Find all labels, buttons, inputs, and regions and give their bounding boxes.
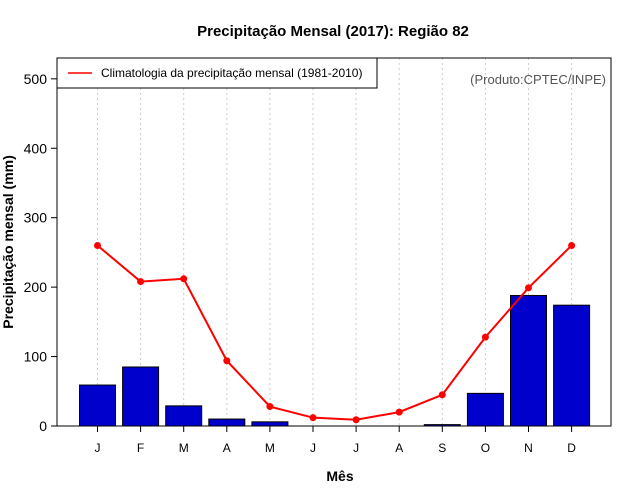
x-tick-label: A — [223, 441, 231, 455]
source-credit: (Produto:CPTEC/INPE) — [470, 72, 606, 87]
x-tick-label: J — [353, 441, 359, 455]
climatology-series — [94, 241, 576, 424]
climatology-point-5 — [266, 403, 274, 411]
climatology-point-6 — [309, 414, 317, 422]
bar-f-2 — [122, 366, 160, 427]
y-tick-label: 300 — [24, 210, 48, 226]
x-tick-label: N — [524, 441, 533, 455]
bar-n-11 — [510, 294, 547, 427]
climatology-point-12 — [568, 241, 576, 249]
legend-label-climatology: Climatologia da precipitação mensal (198… — [101, 66, 362, 80]
chart-title: Precipitação Mensal (2017): Região 82 — [197, 23, 469, 40]
y-tick-label: 100 — [24, 349, 48, 365]
climatology-line — [96, 244, 573, 421]
bar-j-1 — [79, 384, 116, 427]
y-axis-label: Precipitação mensal (mm) — [0, 155, 16, 329]
legend: Climatologia da precipitação mensal (198… — [56, 57, 378, 89]
y-axis: 0 100 200 300 400 500 — [24, 71, 57, 434]
x-axis-label: Mês — [326, 468, 353, 484]
bar-a-4 — [208, 418, 246, 427]
x-tick-label: F — [137, 441, 144, 455]
climatology-point-10 — [481, 333, 489, 341]
climatology-point-1 — [94, 241, 101, 249]
climatology-point-8 — [395, 408, 403, 416]
x-tick-label: S — [438, 441, 446, 455]
climatology-point-2 — [137, 278, 145, 286]
y-tick-label: 500 — [24, 71, 48, 87]
x-tick-label: O — [481, 441, 490, 455]
x-tick-label: A — [395, 441, 403, 455]
climatology-point-9 — [438, 391, 446, 399]
bar-series — [79, 294, 591, 427]
y-tick-label: 400 — [24, 140, 48, 156]
x-tick-label: J — [310, 441, 316, 455]
y-tick-label: 0 — [39, 418, 47, 434]
bar-m-5 — [251, 421, 289, 427]
grid — [97, 58, 573, 426]
x-tick-label: M — [179, 441, 189, 455]
y-tick-label: 200 — [24, 279, 48, 295]
climatology-point-4 — [223, 357, 231, 365]
bar-o-10 — [466, 392, 504, 427]
climatology-point-3 — [180, 275, 188, 283]
x-tick-label: M — [265, 441, 275, 455]
x-tick-label: J — [95, 441, 101, 455]
bar-m-3 — [165, 405, 203, 427]
x-tick-label: D — [567, 441, 576, 455]
climatology-point-11 — [525, 284, 532, 292]
climatology-point-7 — [352, 416, 360, 424]
legend-box — [56, 57, 378, 89]
bar-d-12 — [553, 304, 591, 427]
